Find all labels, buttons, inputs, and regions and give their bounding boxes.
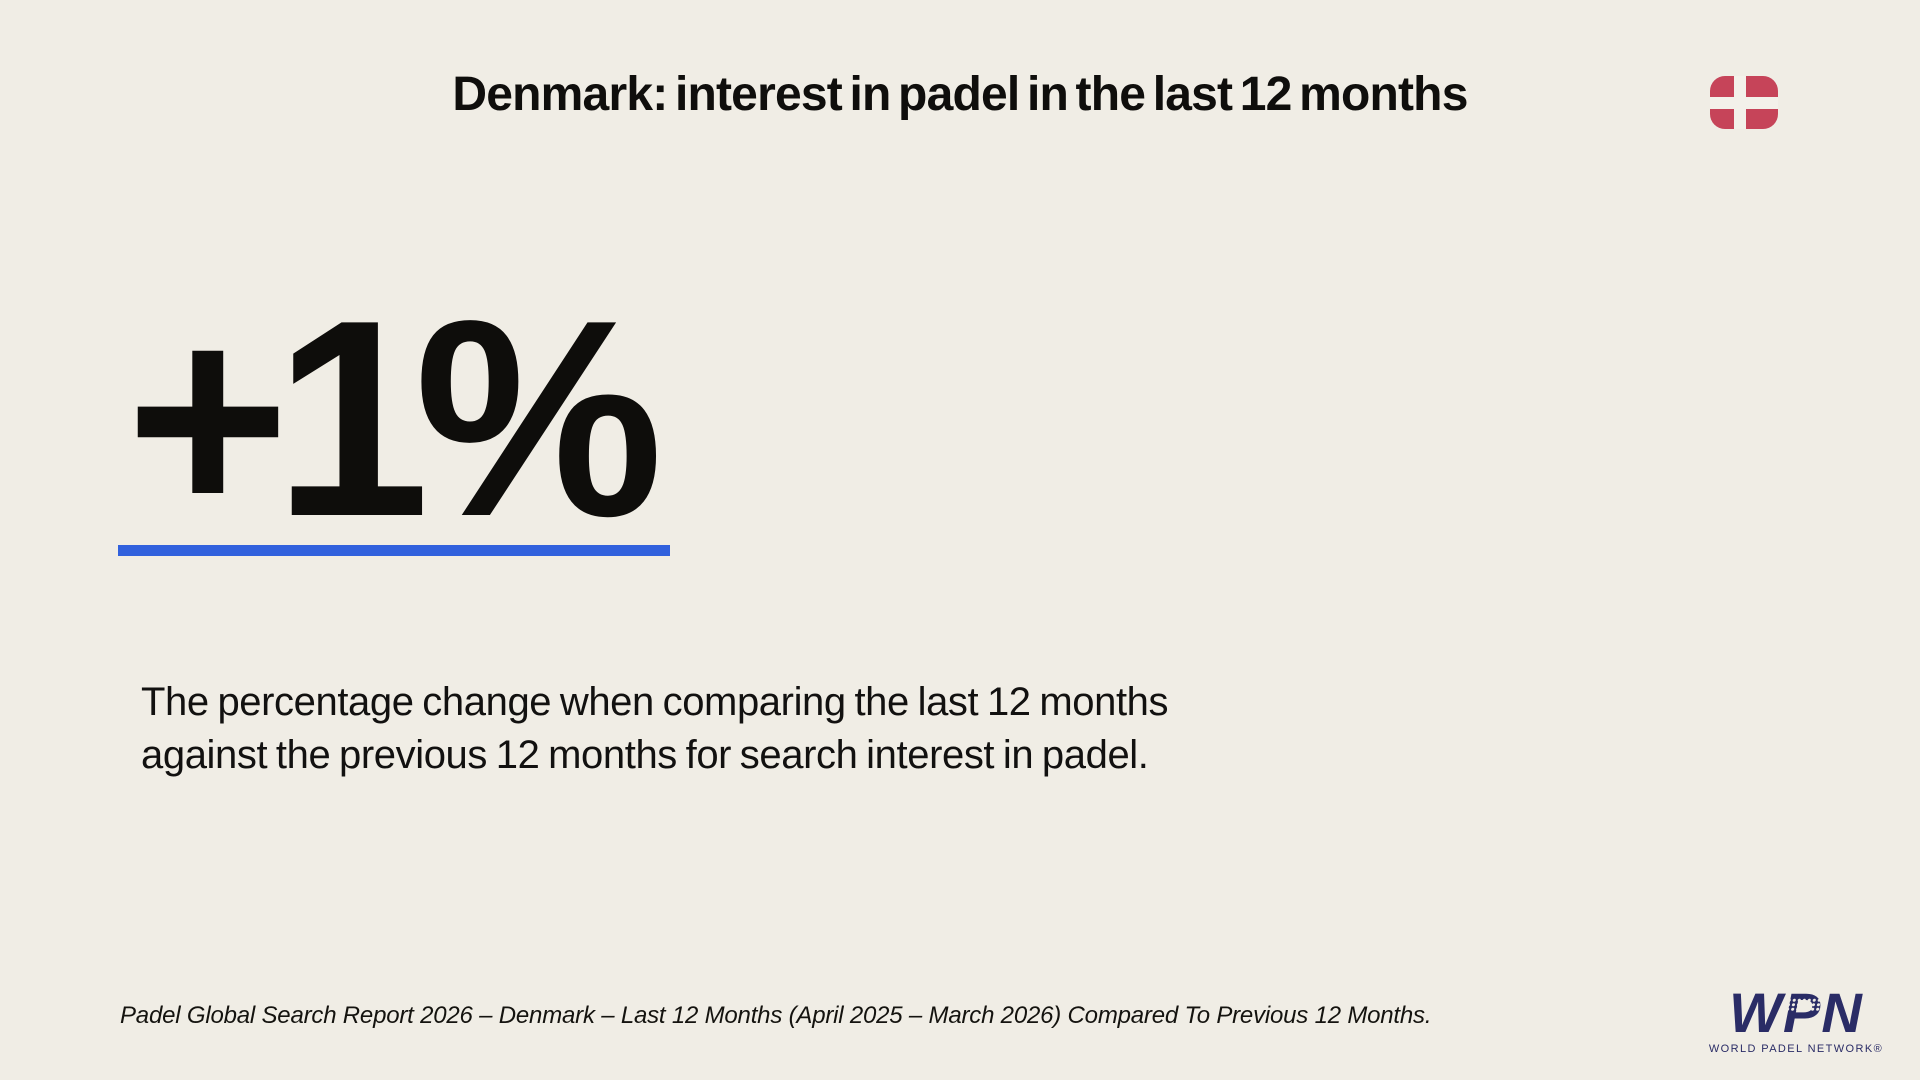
wpn-acronym-text: WPN	[1729, 981, 1863, 1044]
wpn-dot-pattern-icon	[1785, 998, 1825, 1011]
stat-underline	[118, 545, 670, 556]
description-line-2: against the previous 12 months for searc…	[141, 733, 1149, 777]
wpn-acronym: WPN	[1729, 985, 1863, 1041]
description-text: The percentage change when comparing the…	[141, 676, 1169, 782]
source-citation: Padel Global Search Report 2026 – Denmar…	[120, 1002, 1432, 1029]
flag-cross-vertical	[1734, 76, 1746, 129]
description-line-1: The percentage change when comparing the…	[141, 680, 1169, 724]
wpn-logo: WPN WORLD PADEL NETWORK®	[1700, 985, 1892, 1056]
page-title: Denmark: interest in padel in the last 1…	[452, 68, 1468, 121]
wpn-wordmark: WORLD PADEL NETWORK®	[1708, 1043, 1884, 1055]
stat-value: +1%	[126, 263, 663, 575]
denmark-flag-icon	[1710, 76, 1778, 129]
